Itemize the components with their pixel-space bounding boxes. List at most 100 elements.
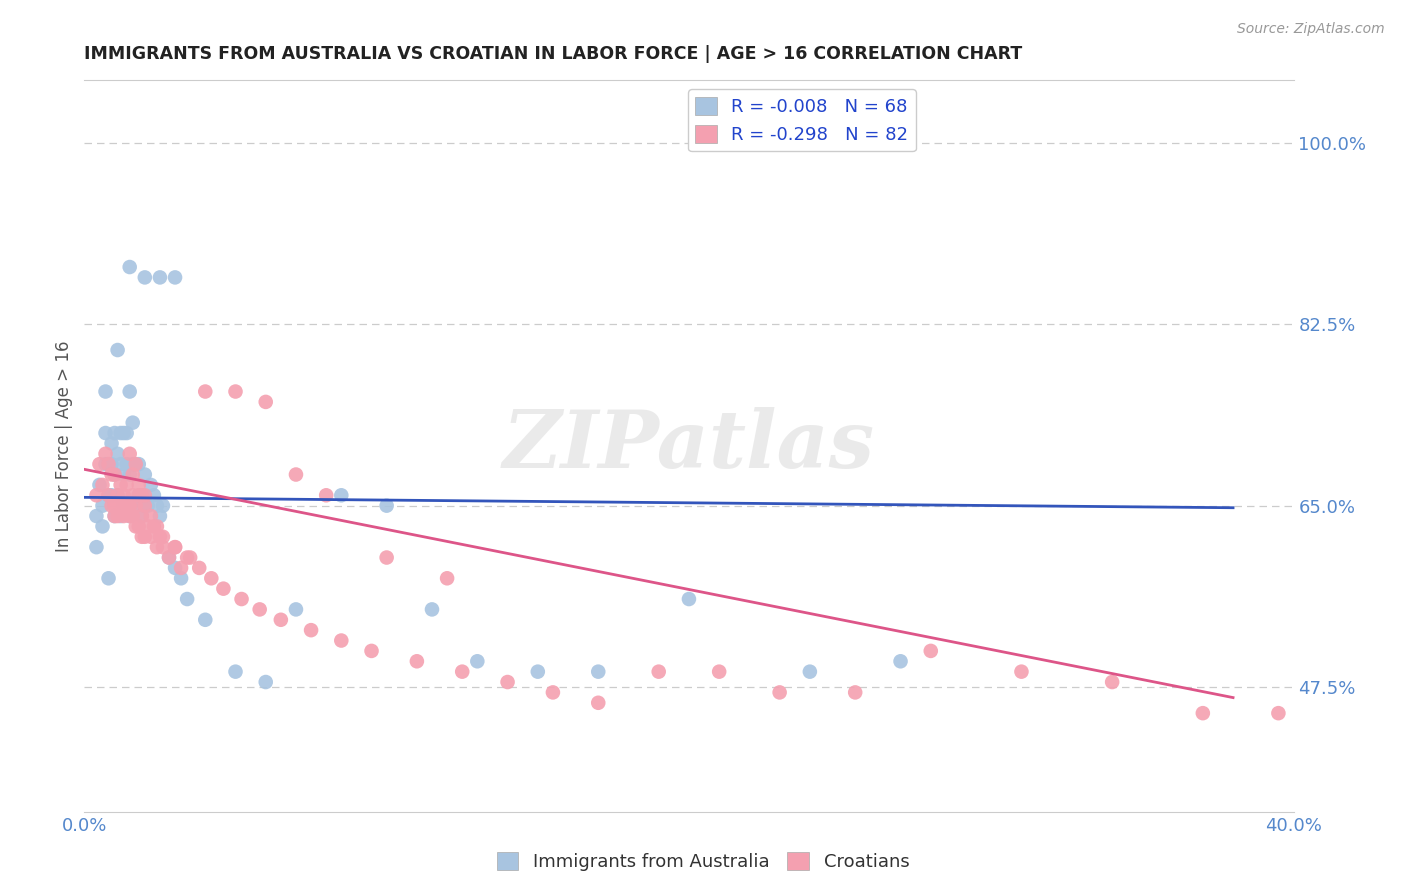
Point <box>97 571 120 585</box>
Point <box>139 509 162 524</box>
Point <box>121 509 143 524</box>
Point <box>86 509 108 524</box>
Point <box>121 488 143 502</box>
Point <box>86 540 108 554</box>
Point <box>110 509 132 524</box>
Point <box>100 488 122 502</box>
Point <box>146 540 169 554</box>
Point <box>225 665 247 679</box>
Legend: Immigrants from Australia, Croatians: Immigrants from Australia, Croatians <box>489 845 917 879</box>
Point <box>157 550 180 565</box>
Point <box>89 478 111 492</box>
Point <box>375 499 398 513</box>
Point <box>121 457 143 471</box>
Point <box>225 384 247 399</box>
Point <box>104 509 127 524</box>
Point <box>97 457 120 471</box>
Point <box>134 499 156 513</box>
Point <box>94 457 117 471</box>
Point <box>165 561 187 575</box>
Point <box>121 416 143 430</box>
Point <box>152 540 174 554</box>
Point <box>125 457 148 471</box>
Point <box>179 550 201 565</box>
Point <box>146 499 169 513</box>
Point <box>104 467 127 482</box>
Point <box>94 384 117 399</box>
Point <box>678 592 700 607</box>
Point <box>112 509 135 524</box>
Point <box>110 478 132 492</box>
Point <box>128 478 150 492</box>
Point <box>588 665 610 679</box>
Point <box>134 467 156 482</box>
Point <box>139 478 162 492</box>
Y-axis label: In Labor Force | Age > 16: In Labor Force | Age > 16 <box>55 340 73 552</box>
Point <box>165 540 187 554</box>
Point <box>451 665 474 679</box>
Point <box>1011 665 1033 679</box>
Point <box>131 530 153 544</box>
Point <box>769 685 792 699</box>
Point <box>94 447 117 461</box>
Point <box>330 488 353 502</box>
Point <box>115 457 138 471</box>
Point <box>1267 706 1289 721</box>
Point <box>436 571 458 585</box>
Point <box>100 436 122 450</box>
Point <box>104 509 127 524</box>
Point <box>112 467 135 482</box>
Point <box>100 457 122 471</box>
Point <box>104 425 127 440</box>
Point <box>200 571 222 585</box>
Point <box>97 488 120 502</box>
Text: Source: ZipAtlas.com: Source: ZipAtlas.com <box>1237 22 1385 37</box>
Text: ZIPatlas: ZIPatlas <box>503 408 875 484</box>
Point <box>118 467 141 482</box>
Point <box>149 270 172 285</box>
Point <box>527 665 550 679</box>
Point <box>194 384 217 399</box>
Point <box>152 499 174 513</box>
Point <box>131 509 153 524</box>
Point <box>118 499 141 513</box>
Point <box>152 530 174 544</box>
Point <box>115 425 138 440</box>
Point <box>128 488 150 502</box>
Point <box>285 602 308 616</box>
Point <box>104 467 127 482</box>
Point <box>89 457 111 471</box>
Point <box>136 499 159 513</box>
Point <box>142 488 165 502</box>
Point <box>1101 675 1123 690</box>
Point <box>231 592 253 607</box>
Point <box>249 602 271 616</box>
Point <box>131 488 153 502</box>
Point <box>165 540 187 554</box>
Text: IMMIGRANTS FROM AUSTRALIA VS CROATIAN IN LABOR FORCE | AGE > 16 CORRELATION CHAR: IMMIGRANTS FROM AUSTRALIA VS CROATIAN IN… <box>84 45 1022 63</box>
Point <box>110 499 132 513</box>
Point <box>107 488 129 502</box>
Point <box>128 457 150 471</box>
Legend: R = -0.008   N = 68, R = -0.298   N = 82: R = -0.008 N = 68, R = -0.298 N = 82 <box>688 89 915 152</box>
Point <box>125 499 148 513</box>
Point <box>121 467 143 482</box>
Point <box>142 519 165 533</box>
Point <box>136 519 159 533</box>
Point <box>360 644 382 658</box>
Point <box>112 425 135 440</box>
Point <box>94 425 117 440</box>
Point <box>541 685 564 699</box>
Point <box>149 509 172 524</box>
Point <box>104 499 127 513</box>
Point <box>118 509 141 524</box>
Point <box>112 488 135 502</box>
Point <box>799 665 821 679</box>
Point <box>467 654 489 668</box>
Point <box>125 457 148 471</box>
Point <box>134 499 156 513</box>
Point <box>709 665 731 679</box>
Point <box>86 488 108 502</box>
Point <box>125 499 148 513</box>
Point <box>315 488 337 502</box>
